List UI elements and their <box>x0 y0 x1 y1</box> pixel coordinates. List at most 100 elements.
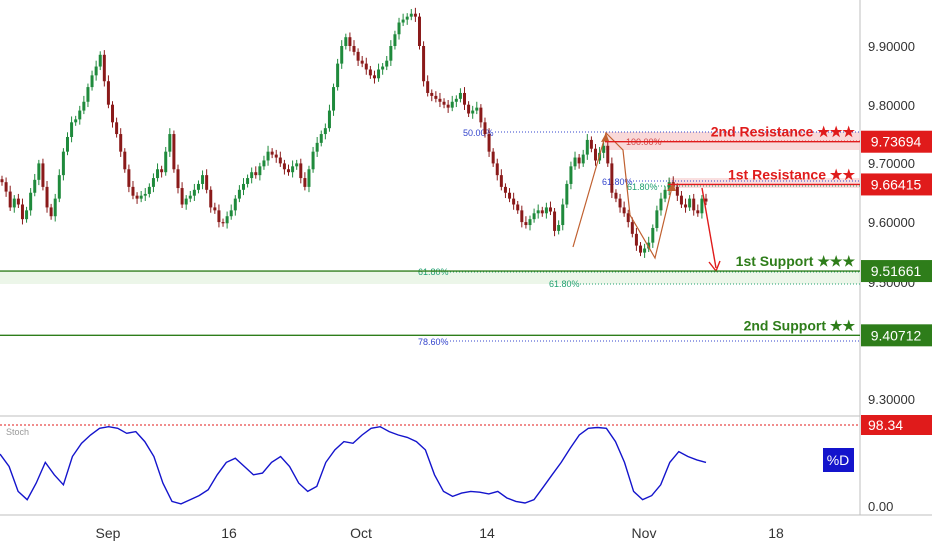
candle-body <box>663 189 667 199</box>
candle-body <box>184 198 188 205</box>
stoch-zero-label: 0.00 <box>868 499 893 514</box>
time-axis: Sep 16 Oct 14 Nov 18 <box>96 525 784 541</box>
fib-label: 61.80% <box>549 279 580 289</box>
candle-body <box>450 101 454 108</box>
candle-body <box>246 178 250 184</box>
candle-body <box>311 151 315 170</box>
candle-body <box>430 92 434 96</box>
stoch-level-badge <box>861 415 932 435</box>
candle-body <box>434 95 438 99</box>
candle-body <box>454 98 458 102</box>
candle-body <box>160 169 164 173</box>
candle-body <box>679 195 683 205</box>
candle-body <box>487 134 491 152</box>
candle-body <box>25 210 29 220</box>
candle-body <box>61 151 65 176</box>
price-badge <box>861 260 932 283</box>
candle-body <box>438 98 442 102</box>
stoch-title: Stoch <box>6 427 29 437</box>
candle-body <box>41 163 45 187</box>
level-label: 2nd Support ★★ <box>744 317 856 333</box>
candle-body <box>385 60 389 67</box>
y-tick-label: 9.70000 <box>868 156 915 171</box>
candle-body <box>442 101 446 105</box>
candle-body <box>295 163 299 167</box>
candle-body <box>372 75 376 79</box>
candle-body <box>156 169 160 179</box>
candle-body <box>401 19 405 23</box>
level-label: 1st Support ★★★ <box>736 253 856 269</box>
y-tick-label: 9.60000 <box>868 215 915 230</box>
price-badge-text: 9.40712 <box>871 327 922 343</box>
candle-body <box>172 134 176 170</box>
candle-body <box>86 87 90 102</box>
candle-body <box>225 216 229 224</box>
candle-body <box>274 154 278 158</box>
candle-body <box>700 198 704 214</box>
fib-label: 50.00% <box>463 128 494 138</box>
level-label: 2nd Resistance ★★★ <box>711 124 856 140</box>
candle-body <box>4 182 8 192</box>
candle-body <box>520 210 524 223</box>
candle-body <box>516 204 520 211</box>
candle-body <box>475 107 479 111</box>
candle-body <box>405 16 409 20</box>
candle-body <box>692 198 696 211</box>
candle-body <box>282 163 286 170</box>
price-badge <box>861 173 932 196</box>
candle-body <box>348 37 352 46</box>
stochastic-pane: Stoch 98.34 %D 0.00 <box>0 415 932 514</box>
candle-body <box>115 122 119 135</box>
candle-body <box>651 227 655 243</box>
candle-body <box>569 166 573 184</box>
x-tick-label: Sep <box>96 525 121 541</box>
candle-body <box>168 134 172 152</box>
candle-body <box>356 51 360 61</box>
candle-body <box>8 191 12 208</box>
candle-body <box>463 92 467 105</box>
candle-body <box>643 248 647 253</box>
candle-body <box>139 195 143 199</box>
candle-body <box>262 160 266 167</box>
candle-body <box>82 101 86 111</box>
candle-body <box>70 122 74 137</box>
candle-body <box>266 151 270 161</box>
candle-body <box>332 87 336 111</box>
candle-body <box>352 46 356 52</box>
candle-body <box>610 163 614 193</box>
candle-body <box>78 110 82 120</box>
candle-body <box>196 183 200 190</box>
resistance-zone-1 <box>668 178 860 188</box>
candle-body <box>499 175 503 187</box>
candle-body <box>593 148 597 161</box>
candle-body <box>33 179 37 193</box>
candle-body <box>471 110 475 114</box>
candle-body <box>618 198 622 208</box>
candle-body <box>606 145 610 164</box>
candle-body <box>544 207 548 214</box>
candle-body <box>49 207 53 217</box>
candle-body <box>258 166 262 176</box>
candle-body <box>479 107 483 123</box>
price-axis: 9.90000 9.80000 9.70000 9.60000 9.50000 … <box>868 39 915 407</box>
fib-label: 61.80% <box>418 267 449 277</box>
candle-body <box>106 81 110 105</box>
candle-body <box>176 169 180 189</box>
candle-body <box>655 210 659 228</box>
chart-frame <box>0 0 932 516</box>
candle-body <box>667 182 671 190</box>
candle-body <box>548 207 552 212</box>
candle-body <box>147 186 151 194</box>
candle-body <box>45 186 49 208</box>
fib-label: 61.80% <box>602 177 633 187</box>
candle-body <box>512 198 516 205</box>
candle-body <box>639 245 643 253</box>
candle-body <box>626 213 630 223</box>
candle-body <box>684 204 688 208</box>
candle-body <box>532 213 536 220</box>
candle-body <box>303 178 307 187</box>
candle-body <box>495 163 499 176</box>
candle-body <box>426 81 430 93</box>
